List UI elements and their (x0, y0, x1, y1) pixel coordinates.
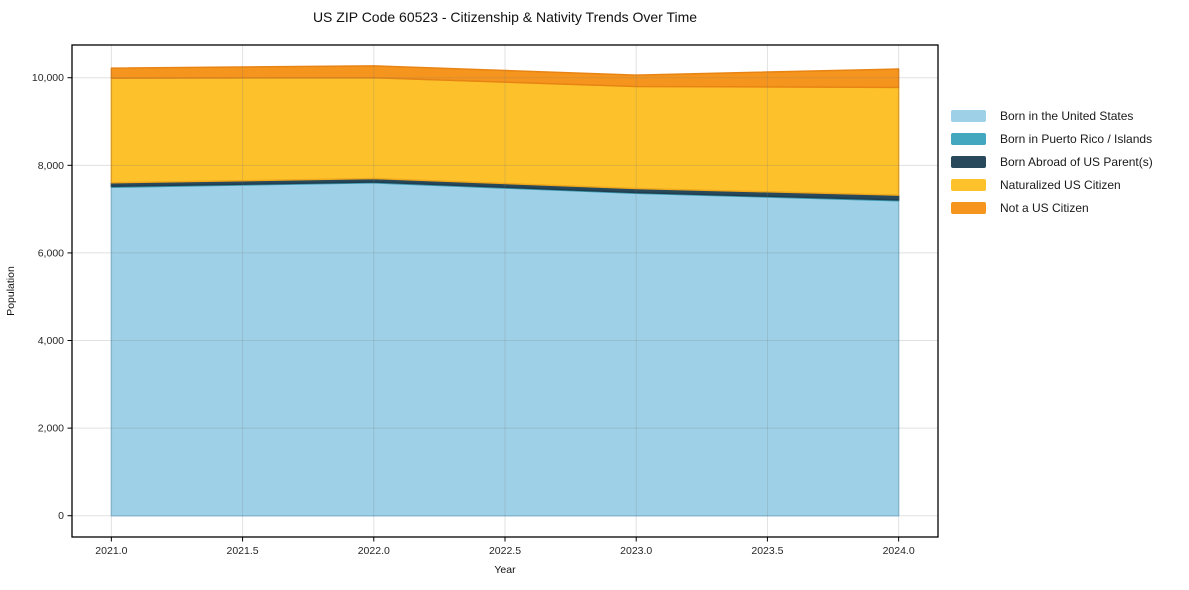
legend-item-4: Not a US Citizen (951, 196, 1153, 219)
legend-item-2: Born Abroad of US Parent(s) (951, 150, 1153, 173)
y-axis-label: Population (5, 266, 17, 316)
y-tick-label: 8,000 (38, 160, 64, 172)
x-tick-label: 2023.0 (620, 545, 652, 557)
legend-label: Born in the United States (1000, 108, 1134, 123)
gridlines-group (72, 45, 938, 537)
legend-swatch-icon (951, 155, 986, 168)
legend-swatch-icon (951, 201, 986, 214)
x-tick-label: 2023.5 (751, 545, 783, 557)
x-tick-label: 2022.5 (489, 545, 521, 557)
legend-swatch-icon (951, 132, 986, 145)
chart-title: US ZIP Code 60523 - Citizenship & Nativi… (312, 9, 698, 25)
legend-item-1: Born in Puerto Rico / Islands (951, 127, 1153, 150)
legend-label: Naturalized US Citizen (1000, 177, 1121, 192)
y-tick-label: 2,000 (38, 423, 64, 435)
legend: Born in the United States Born in Puerto … (951, 104, 1153, 219)
x-tick-label: 2021.0 (95, 545, 127, 557)
y-tick-label: 10,000 (32, 72, 64, 84)
x-tick-label: 2024.0 (883, 545, 915, 557)
legend-item-0: Born in the United States (951, 104, 1153, 127)
y-tick-label: 6,000 (38, 247, 64, 259)
area-series-4 (110, 65, 900, 89)
legend-swatch-icon (951, 178, 986, 191)
axis-ticks-group: 2021.0 2021.5 2022.0 2022.5 2023.0 2023.5 2024… (32, 72, 915, 557)
legend-item-3: Naturalized US Citizen (951, 173, 1153, 196)
legend-label: Born Abroad of US Parent(s) (1000, 154, 1153, 169)
x-tick-label: 2022.0 (358, 545, 390, 557)
legend-swatch-icon (951, 109, 986, 122)
x-tick-label: 2021.5 (227, 545, 259, 557)
y-tick-label: 0 (58, 510, 64, 522)
legend-label: Not a US Citizen (1000, 200, 1089, 215)
y-tick-label: 4,000 (38, 335, 64, 347)
area-series-group (110, 65, 900, 517)
legend-label: Born in Puerto Rico / Islands (1000, 131, 1153, 146)
x-axis-label: Year (494, 564, 516, 576)
